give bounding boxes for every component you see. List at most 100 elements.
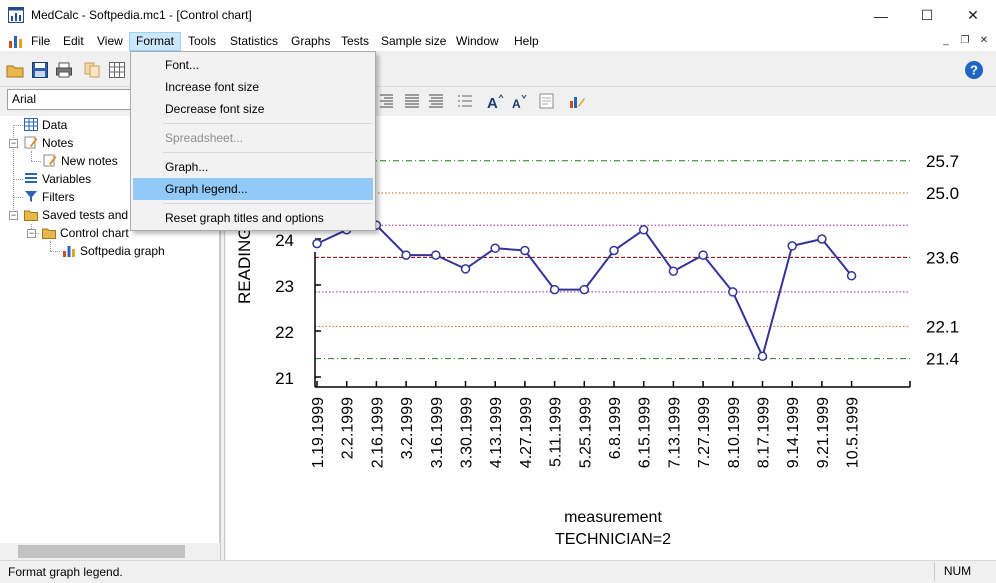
data-point <box>728 287 738 297</box>
x-tick-label: 7.13.1999 <box>666 397 683 468</box>
x-tick-label: 8.17.1999 <box>756 397 773 468</box>
tree-item-notes[interactable]: Notes <box>24 134 73 152</box>
saved-folder-icon <box>24 210 38 221</box>
align-right-icon[interactable] <box>377 92 395 110</box>
tree-line <box>31 151 32 161</box>
tree-label-control-chart: Control chart <box>60 226 129 240</box>
tree-scrollbar-thumb[interactable] <box>18 545 185 558</box>
collapse-control-chart-toggle[interactable]: − <box>27 228 36 238</box>
y-tick-label: 22 <box>275 323 294 342</box>
save-icon[interactable] <box>31 61 49 79</box>
panel-splitter[interactable] <box>220 116 225 560</box>
menu-item-graph-legend[interactable]: Graph legend... <box>133 178 373 200</box>
note-icon <box>43 154 57 167</box>
menu-item-graph[interactable]: Graph... <box>165 160 209 174</box>
tree-label-saved-tests: Saved tests and g <box>42 208 139 222</box>
x-tick-label: 5.11.1999 <box>548 397 565 467</box>
menu-separator <box>163 203 373 204</box>
menu-file[interactable]: File <box>31 34 51 48</box>
tree-line <box>13 179 23 180</box>
data-point <box>460 264 471 274</box>
graph-properties-icon[interactable] <box>538 92 556 110</box>
menu-tools[interactable]: Tools <box>188 34 217 48</box>
tree-item-softpedia-graph[interactable]: Softpedia graph <box>62 242 165 260</box>
medcalc-app-icon <box>8 7 24 23</box>
menu-separator <box>163 123 373 124</box>
folder-icon <box>42 228 56 239</box>
edit-graph-icon[interactable] <box>568 92 586 110</box>
decrease-font-icon[interactable]: A <box>510 92 528 110</box>
tree-item-data[interactable]: Data <box>24 116 67 134</box>
mdi-minimize-button[interactable]: _ <box>943 34 949 46</box>
x-tick-label: 9.21.1999 <box>815 397 832 468</box>
help-icon[interactable]: ? <box>964 60 984 80</box>
font-name-combobox[interactable]: Arial <box>7 89 133 110</box>
y-axis-label: READING <box>235 227 254 304</box>
tree-item-filters[interactable]: Filters <box>24 188 75 206</box>
data-point <box>431 250 441 260</box>
status-bar <box>0 560 996 583</box>
menu-edit[interactable]: Edit <box>63 34 84 48</box>
mdi-restore-button[interactable]: ❐ <box>960 34 970 46</box>
data-point <box>698 250 708 260</box>
menu-statistics[interactable]: Statistics <box>230 34 279 48</box>
menu-graphs[interactable]: Graphs <box>291 34 331 48</box>
mdi-close-button[interactable]: ✕ <box>979 34 989 46</box>
collapse-saved-tests-toggle[interactable]: − <box>9 210 18 220</box>
maximize-button[interactable]: ☐ <box>920 7 934 23</box>
close-button[interactable]: ✕ <box>967 7 979 23</box>
data-point <box>549 284 560 295</box>
tree-label-new-notes: New notes <box>61 154 118 168</box>
tree-line <box>31 161 41 162</box>
control-chart[interactable]: 25.7 25.0 23.6 22.1 21.4 21 22 23 24 1.19.1999 2… <box>226 116 996 560</box>
data-point <box>401 250 411 260</box>
x-tick-label: 3.16.1999 <box>429 397 446 468</box>
menu-item-font[interactable]: Font... <box>165 58 200 72</box>
table-icon <box>24 118 38 131</box>
print-icon[interactable] <box>55 61 73 79</box>
menu-tests[interactable]: Tests <box>341 34 370 48</box>
minimize-button[interactable]: — <box>874 7 888 24</box>
menu-sample-size[interactable]: Sample size <box>381 34 447 48</box>
x-tick-label: 9.14.1999 <box>785 397 802 468</box>
spreadsheet-icon[interactable] <box>108 61 126 79</box>
tree-label-filters: Filters <box>42 190 75 204</box>
tree-line <box>13 125 14 216</box>
menu-item-reset-graph[interactable]: Reset graph titles and options <box>165 211 324 225</box>
num-lock-indicator: NUM <box>934 562 980 581</box>
data-point <box>787 241 797 251</box>
collapse-notes-toggle[interactable]: − <box>9 138 18 148</box>
list-icon[interactable] <box>456 92 474 110</box>
menu-separator <box>163 152 373 153</box>
x-tick-label: 6.8.1999 <box>607 397 624 459</box>
x-tick-label: 2.2.1999 <box>340 397 357 459</box>
control-limit-label: 22.1 <box>926 317 959 336</box>
control-limit-label: 23.6 <box>926 248 959 267</box>
y-tick-label: 23 <box>275 277 294 296</box>
menu-view[interactable]: View <box>97 34 123 48</box>
menu-format[interactable]: Format <box>129 32 182 51</box>
x-tick-label: 2.16.1999 <box>369 397 386 468</box>
x-tick-label: 5.25.1999 <box>577 397 594 468</box>
align-justify-icon[interactable] <box>403 92 421 110</box>
tree-item-control-chart[interactable]: Control chart <box>42 224 129 242</box>
tree-line <box>13 125 23 126</box>
open-folder-icon[interactable] <box>6 61 24 79</box>
menu-help[interactable]: Help <box>514 34 539 48</box>
tree-item-variables[interactable]: Variables <box>24 170 91 188</box>
notes-icon <box>24 136 38 149</box>
help-icon-glyph: ? <box>970 63 978 78</box>
menu-item-increase-font[interactable]: Increase font size <box>165 80 260 94</box>
medcalc-menu-icon[interactable] <box>8 33 24 49</box>
tree-item-new-notes[interactable]: New notes <box>43 152 118 170</box>
align-full-icon[interactable] <box>427 92 445 110</box>
tree-item-saved-tests[interactable]: Saved tests and g <box>24 206 138 224</box>
menu-item-decrease-font[interactable]: Decrease font size <box>165 102 265 116</box>
menu-window[interactable]: Window <box>456 34 499 48</box>
increase-font-icon[interactable]: A <box>486 92 504 110</box>
copy-icon[interactable] <box>83 61 101 79</box>
data-point <box>312 238 322 249</box>
data-point <box>638 225 649 235</box>
reading-series <box>312 220 857 362</box>
x-tick-label: 4.27.1999 <box>518 397 535 468</box>
